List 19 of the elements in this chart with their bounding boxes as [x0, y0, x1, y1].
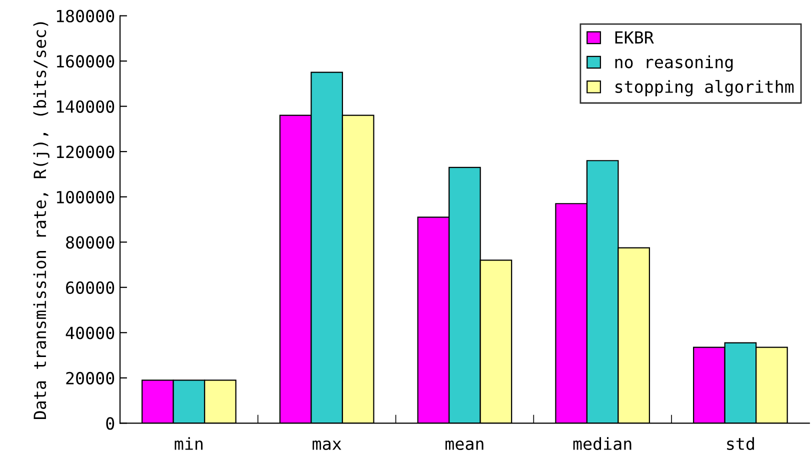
- y-tick-label: 20000: [66, 372, 114, 385]
- x-tick-label: mean: [446, 440, 484, 450]
- y-tick-label: 80000: [66, 236, 114, 249]
- x-tick-label: median: [573, 437, 632, 450]
- legend-label: stopping algorithm: [616, 80, 794, 96]
- y-tick-label: 0: [106, 417, 114, 430]
- x-tick-label: max: [312, 440, 342, 450]
- legend-label: EKBR: [615, 31, 654, 44]
- x-tick-label: min: [174, 437, 203, 450]
- y-tick-label: 160000: [56, 55, 114, 68]
- y-tick-label: 120000: [56, 146, 114, 158]
- y-tick-label: 40000: [66, 326, 114, 340]
- y-tick-label: 60000: [66, 281, 114, 294]
- y-tick-label: 180000: [56, 10, 114, 22]
- y-axis-title: Data transmission rate, R(j), (bits/sec): [33, 22, 50, 420]
- y-tick-label: 140000: [56, 100, 114, 113]
- legend-label: no reasoning: [615, 55, 733, 72]
- x-tick-label: std: [727, 437, 754, 450]
- y-tick-label: 100000: [56, 190, 114, 204]
